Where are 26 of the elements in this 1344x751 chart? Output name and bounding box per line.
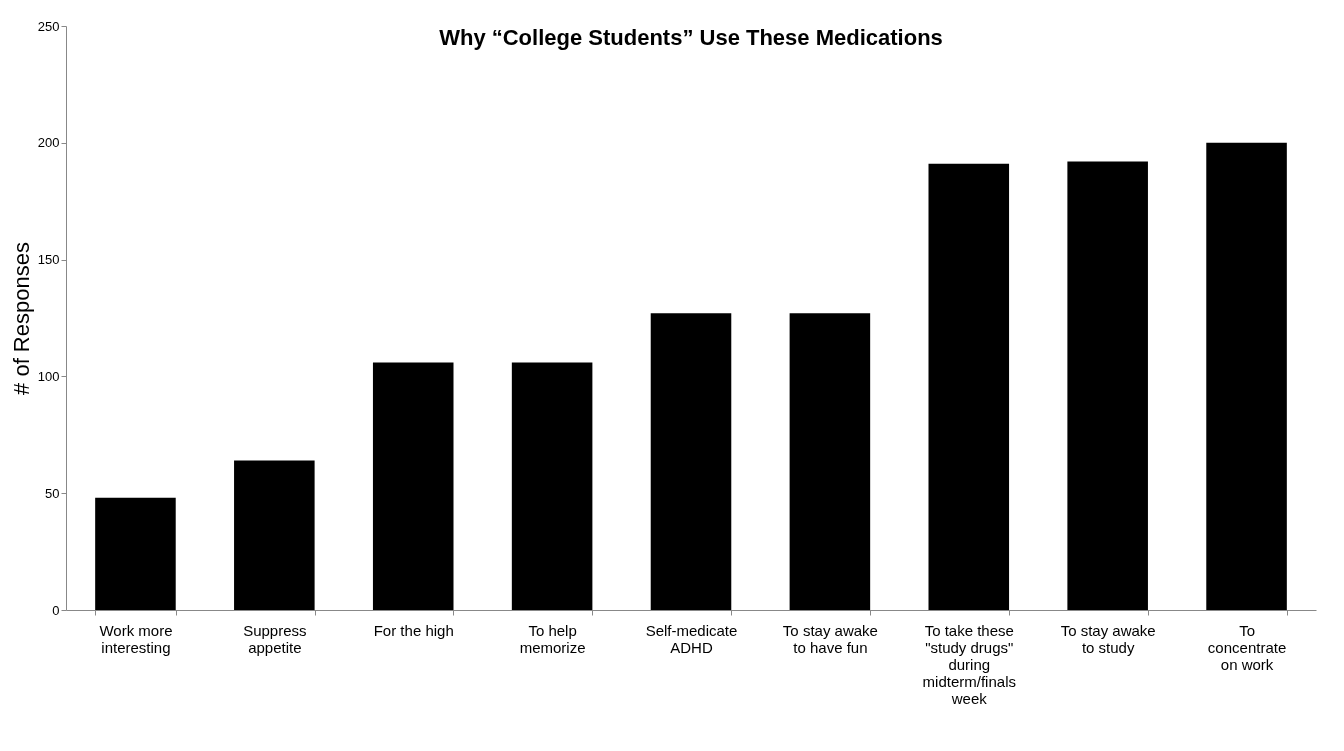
bar (650, 313, 732, 610)
bar (95, 497, 176, 610)
bar (234, 460, 315, 610)
x-tick-label: To help memorize (519, 621, 586, 656)
x-tick-label: To concentrate on work (1207, 621, 1287, 673)
x-tick-label: For the high (373, 621, 454, 639)
x-tick-label: To take these "study drugs" during midterm/finals week (922, 621, 1016, 707)
bar (1206, 142, 1287, 610)
x-tick-label: To stay awake to have fun (782, 621, 878, 656)
bar (372, 362, 454, 610)
bar (789, 313, 871, 610)
y-tick-label: 0 (52, 602, 60, 618)
y-tick-label: 200 (37, 135, 60, 151)
bar (928, 163, 1010, 610)
bar (1067, 161, 1148, 610)
y-axis-title: # of Responses (8, 242, 34, 395)
y-tick-label: 150 (37, 252, 60, 268)
x-tick-label: To stay awake to study (1060, 621, 1156, 656)
x-tick-label: Self-medicate ADHD (645, 621, 738, 656)
x-tick-label: Work more interesting (99, 621, 173, 656)
y-tick-label: 100 (37, 368, 60, 384)
y-tick-label: 50 (45, 485, 60, 501)
y-tick-label: 250 (37, 18, 60, 34)
chart-title: Why “College Students” Use These Medications (439, 25, 943, 50)
bar (511, 362, 593, 610)
x-tick-label: Suppress appetite (243, 621, 307, 656)
